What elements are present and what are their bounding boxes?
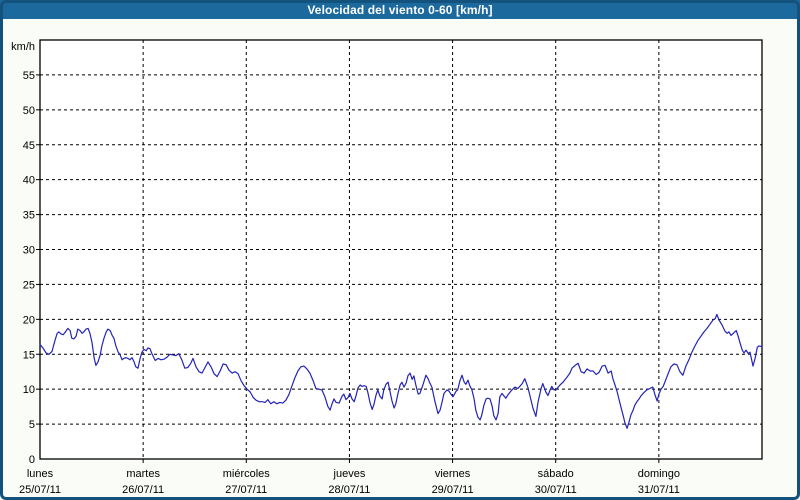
- day-date-label: 28/07/11: [328, 484, 370, 496]
- day-date-label: 29/07/11: [432, 484, 474, 496]
- y-axis-label: 35: [23, 210, 35, 222]
- y-axis-label: 55: [23, 70, 35, 82]
- y-axis-unit-label: km/h: [11, 41, 35, 53]
- y-axis-label: 30: [23, 245, 35, 257]
- day-name-label: lunes: [27, 468, 54, 480]
- y-axis-label: 5: [29, 419, 35, 431]
- y-axis-label: 15: [23, 349, 35, 361]
- day-name-label: domingo: [638, 468, 680, 480]
- day-name-label: martes: [126, 468, 160, 480]
- day-name-label: sábado: [538, 468, 574, 480]
- chart-title-bar: Velocidad del viento 0-60 [km/h]: [0, 0, 800, 19]
- y-axis-label: 45: [23, 140, 35, 152]
- y-axis-label: 20: [23, 314, 35, 326]
- day-date-label: 27/07/11: [225, 484, 267, 496]
- day-date-label: 30/07/11: [535, 484, 577, 496]
- day-name-label: miércoles: [223, 468, 271, 480]
- day-name-label: jueves: [333, 468, 366, 480]
- day-name-label: viernes: [435, 468, 471, 480]
- day-date-label: 25/07/11: [19, 484, 61, 496]
- y-axis-label: 10: [23, 384, 35, 396]
- y-axis-zero-label: 0: [29, 454, 35, 466]
- plot-border: [39, 39, 763, 460]
- y-axis-label: 50: [23, 105, 35, 117]
- wind-speed-line: [39, 313, 763, 429]
- y-axis-label: 25: [23, 279, 35, 291]
- day-date-label: 26/07/11: [122, 484, 164, 496]
- day-date-label: 31/07/11: [638, 484, 680, 496]
- chart-title: Velocidad del viento 0-60 [km/h]: [307, 3, 493, 17]
- y-axis-label: 40: [23, 175, 35, 187]
